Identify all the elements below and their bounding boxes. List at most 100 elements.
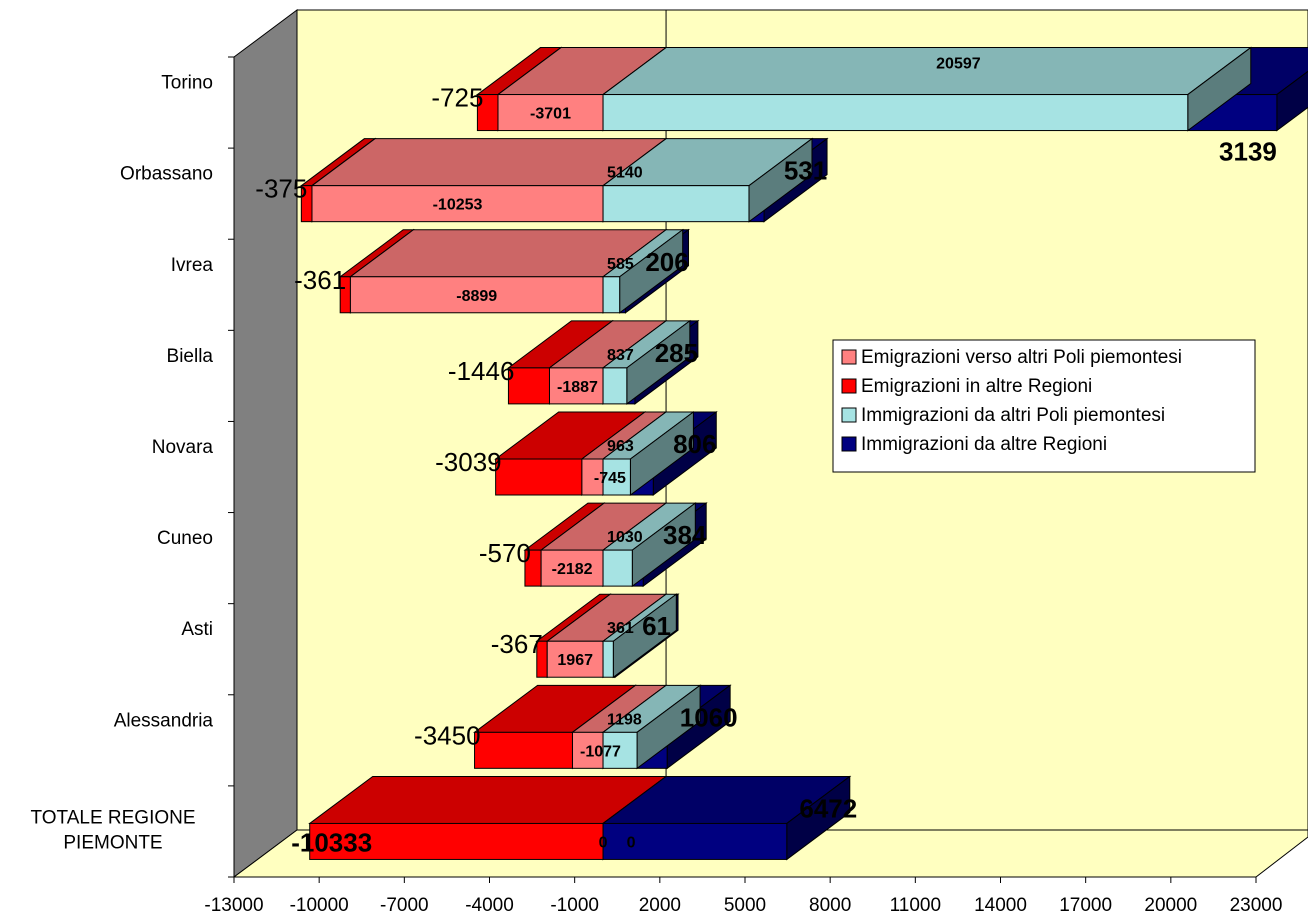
bar-navy: [602, 822, 788, 860]
bar-pink: [311, 185, 604, 223]
bar-group: [535, 593, 680, 679]
bars: [299, 46, 1308, 861]
x-tick-label: -7000: [380, 895, 429, 916]
legend-swatch: [841, 436, 857, 452]
x-tick-label: -13000: [204, 895, 263, 916]
label-navy: 806: [673, 429, 716, 459]
label-red: -725: [431, 83, 483, 113]
x-tick-label: 14000: [974, 895, 1027, 916]
bar-red: [474, 731, 573, 769]
x-tick-label: -10000: [290, 895, 349, 916]
bar-lightblue: [602, 94, 1189, 132]
category-label: Alessandria: [114, 710, 214, 731]
label-lightblue: 20597: [936, 56, 981, 73]
x-tick-label: 8000: [809, 895, 851, 916]
label-lightblue: 5140: [607, 165, 643, 182]
category-label: Cuneo: [157, 528, 213, 549]
category-label: Ivrea: [171, 255, 214, 276]
bar-group: [308, 775, 852, 861]
x-axis-ticks: -13000 -10000 -7000 -4000 -1000 2000 5000 8000 1…: [204, 877, 1282, 916]
bar-lightblue-top: [601, 47, 1253, 96]
x-tick-label: -4000: [465, 895, 514, 916]
label-pink: -745: [594, 470, 626, 487]
label-pink: -3701: [530, 106, 571, 123]
x-tick-label: 23000: [1230, 895, 1283, 916]
label-red: -3039: [435, 447, 502, 477]
bar-red: [495, 458, 583, 496]
bar-lightblue: [602, 276, 621, 314]
bar-pink: [571, 731, 604, 769]
label-red: -570: [479, 538, 531, 568]
category-label: Asti: [181, 619, 213, 640]
bar-group: [506, 319, 700, 405]
bar-pink: [349, 276, 604, 314]
bar-lightblue: [602, 549, 633, 587]
label-navy: 61: [642, 611, 671, 641]
legend-label: Emigrazioni verso altri Poli piemontesi: [861, 347, 1182, 368]
label-pink: -2182: [552, 561, 593, 578]
label-red: -1446: [448, 356, 515, 386]
label-navy: 285: [655, 338, 698, 368]
bar-group: [299, 137, 829, 223]
x-tick-label: 2000: [639, 895, 681, 916]
x-tick-label: 17000: [1059, 895, 1112, 916]
legend-swatch: [841, 407, 857, 423]
category-labels: Torino Orbassano Ivrea Biella Novara Cuneo Ast…: [30, 56, 234, 878]
label-pink: 0: [627, 834, 636, 851]
bar-lightblue: [602, 640, 614, 678]
label-navy: 1060: [680, 702, 738, 732]
label-zero: 0: [599, 834, 608, 851]
label-pink: -8899: [456, 288, 497, 305]
legend-label: Immigrazioni da altri Poli piemontesi: [861, 405, 1165, 426]
x-tick-label: 5000: [724, 895, 766, 916]
x-tick-label: 20000: [1144, 895, 1197, 916]
legend-label: Immigrazioni da altre Regioni: [861, 434, 1107, 455]
bar-lightblue: [602, 458, 631, 496]
label-navy: 3139: [1219, 137, 1277, 167]
category-label: TOTALE REGIONE: [30, 807, 195, 828]
label-lightblue: 1030: [607, 529, 643, 546]
label-navy: 6472: [799, 793, 857, 823]
label-lightblue: 963: [607, 438, 634, 455]
category-label: Biella: [167, 346, 214, 367]
bar-group: [494, 411, 718, 496]
label-lightblue: 361: [607, 620, 634, 637]
legend-label: Emigrazioni in altre Regioni: [861, 376, 1092, 397]
label-navy: 531: [784, 156, 827, 186]
legend-box: [832, 339, 1256, 473]
bar-lightblue: [602, 731, 638, 769]
side-wall: [233, 9, 298, 878]
label-red: -3450: [414, 720, 481, 750]
label-pink: 1967: [557, 652, 593, 669]
bar-lightblue: [602, 185, 750, 223]
bar-group: [475, 46, 1308, 132]
category-label: Orbassano: [120, 164, 213, 185]
category-label: PIEMONTE: [63, 832, 162, 853]
label-pink: -1887: [557, 379, 598, 396]
bar-pink: [546, 640, 604, 678]
label-red: -361: [294, 265, 346, 295]
x-tick-label: -1000: [550, 895, 599, 916]
label-pink: -1077: [580, 743, 621, 760]
legend: Emigrazioni verso altri Poli piemontesi E…: [832, 339, 1256, 473]
x-tick-label: 11000: [890, 895, 941, 916]
label-red: -367: [491, 629, 543, 659]
bar-group: [523, 502, 708, 588]
bar-pink: [548, 367, 604, 405]
label-navy: 206: [645, 247, 688, 277]
bar-group: [473, 684, 732, 770]
label-lightblue: 837: [607, 347, 634, 364]
bar-group: [338, 228, 691, 314]
bar-red: [309, 822, 604, 860]
label-red: -375: [255, 174, 307, 204]
label-red: -10333: [291, 827, 372, 857]
category-label: Torino: [161, 73, 213, 94]
legend-swatch: [841, 349, 857, 365]
label-pink: -10253: [433, 197, 483, 214]
bar-red: [507, 367, 550, 405]
label-lightblue: 1198: [607, 711, 642, 728]
label-lightblue: 585: [607, 256, 634, 273]
data-labels: -3701 -725 20597 3139 -10253 -375 5140 531 -8899…: [255, 56, 1277, 858]
label-navy: 384: [663, 520, 707, 550]
